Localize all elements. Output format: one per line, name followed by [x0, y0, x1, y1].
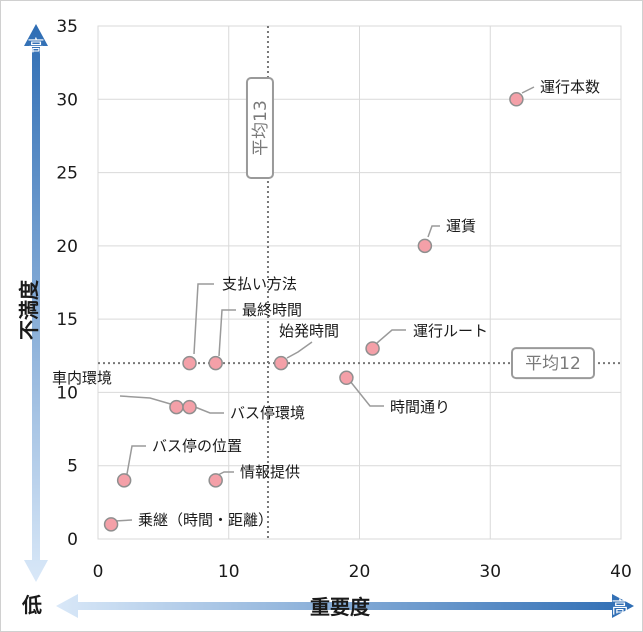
- leader-line: [217, 471, 234, 476]
- y-tick-label: 5: [67, 457, 78, 477]
- x-tick-label: 30: [479, 562, 501, 582]
- data-point: [208, 473, 223, 488]
- y-arrow-high-label: 高: [28, 37, 45, 57]
- x-tick-label: 0: [93, 562, 104, 582]
- leader-line: [194, 406, 224, 414]
- data-point: [103, 517, 119, 532]
- point-label: 車内環境: [52, 369, 112, 387]
- leader-line: [193, 283, 214, 355]
- point-label: 運行本数: [540, 78, 600, 96]
- leader-line: [427, 225, 440, 238]
- x-mean-label: 平均13: [251, 100, 271, 156]
- data-point: [182, 399, 197, 415]
- x-tick-label: 40: [610, 562, 632, 582]
- y-mean-label: 平均12: [525, 354, 581, 374]
- leader-line: [114, 519, 133, 522]
- point-label: 運行ルート: [413, 322, 488, 340]
- leader-line: [521, 86, 535, 94]
- point-label: バス停の位置: [152, 437, 242, 455]
- x-arrow-high-label: 高: [612, 598, 629, 618]
- data-point: [339, 370, 354, 386]
- data-point: [116, 473, 132, 488]
- data-point: [273, 355, 289, 371]
- y-axis-arrow: [24, 24, 48, 582]
- plot-area: 0 10 20 30 40 0 5 10 15 20 25 30 35 平均13 平均12 運行本数運賃運行ル…: [52, 17, 632, 582]
- data-point: [509, 92, 524, 107]
- point-label: 情報提供: [240, 463, 300, 481]
- x-tick-label: 20: [349, 562, 371, 582]
- point-label: バス停環境: [230, 404, 305, 422]
- y-tick-label: 20: [56, 237, 78, 257]
- data-point: [182, 355, 197, 371]
- leader-line: [286, 341, 313, 359]
- point-label: 乗継（時間・距離）: [138, 511, 273, 529]
- y-tick-label: 35: [56, 17, 78, 37]
- leader-line: [126, 445, 146, 475]
- y-tick-label: 15: [56, 310, 78, 330]
- y-axis-title: 不満度: [17, 279, 41, 340]
- data-point: [208, 355, 223, 371]
- leader-line: [218, 309, 236, 357]
- data-point: [417, 238, 433, 254]
- y-tick-label: 25: [56, 164, 78, 184]
- y-tick-label: 30: [56, 90, 78, 110]
- y-arrow-low-label: 低: [21, 593, 42, 617]
- y-tick-label: 0: [67, 530, 78, 550]
- point-label: 運賃: [446, 217, 476, 235]
- x-axis-arrow: [56, 594, 634, 618]
- y-mean-label-box: [511, 347, 595, 380]
- point-label: 最終時間: [242, 301, 302, 319]
- leader-line: [119, 395, 175, 406]
- point-label: 時間通り: [390, 398, 450, 416]
- data-point: [169, 399, 184, 415]
- x-mean-label-box: [245, 77, 274, 179]
- y-tick-label: 10: [56, 383, 78, 403]
- x-tick-label: 10: [218, 562, 240, 582]
- point-label: 始発時間: [279, 322, 339, 340]
- leader-line: [376, 329, 406, 344]
- point-label: 支払い方法: [222, 275, 297, 293]
- data-point: [365, 341, 380, 356]
- x-axis-title: 重要度: [310, 595, 371, 619]
- leader-line: [349, 380, 384, 407]
